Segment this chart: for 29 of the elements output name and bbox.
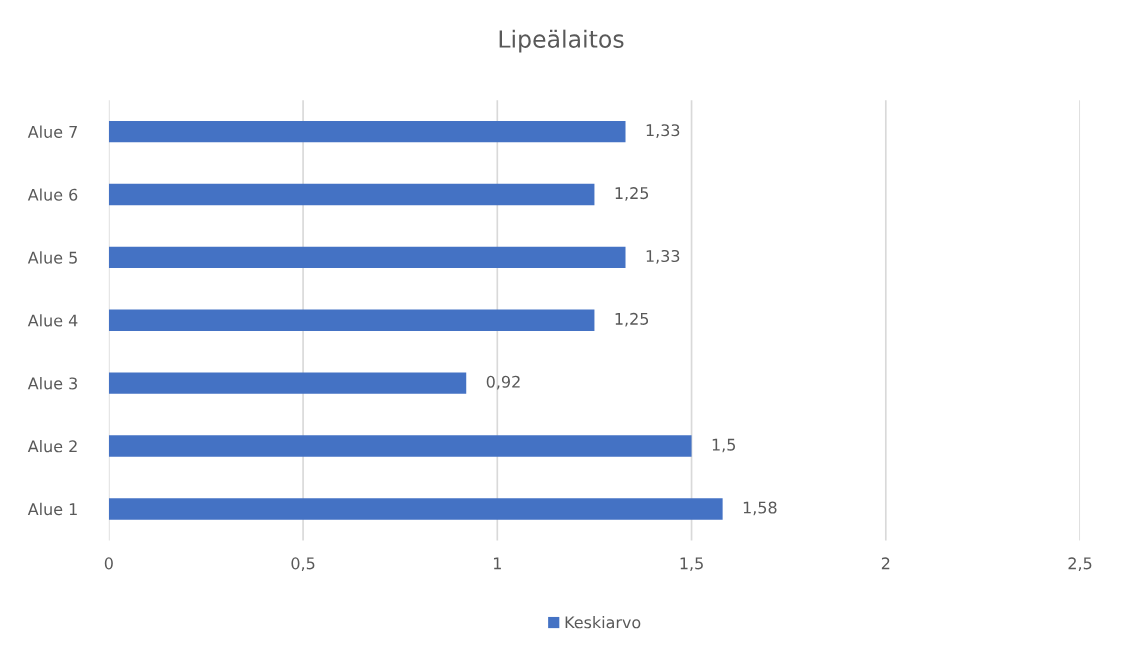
bar [108, 246, 626, 269]
y-tick-label: Alue 7 [27, 125, 77, 138]
x-tick-label: 0,5 [291, 557, 315, 572]
bar [108, 498, 723, 520]
data-label: 1,58 [743, 501, 777, 516]
y-tick-label: Alue 2 [27, 439, 77, 453]
chart-title: Lipeälaitos [499, 29, 624, 53]
bar [108, 372, 467, 394]
data-label: 1,33 [646, 249, 680, 264]
y-tick-label: Alue 1 [27, 502, 77, 516]
x-tick-label: 0 [104, 557, 113, 570]
x-tick-label: 2,5 [1068, 557, 1092, 572]
data-label: 1,25 [615, 187, 649, 201]
bar [108, 435, 692, 457]
x-tick-label: 1,5 [680, 557, 703, 572]
y-tick-label: Alue 6 [27, 188, 78, 201]
bar [108, 309, 595, 331]
data-label: 1,33 [646, 124, 680, 138]
data-label: 1,5 [712, 438, 736, 453]
x-tick-label: 1 [493, 557, 501, 570]
y-tick-label: Alue 4 [27, 314, 78, 327]
legend-label: Keskiarvo [565, 615, 641, 629]
x-tick-label: 2 [881, 557, 890, 570]
data-label: 0,92 [486, 375, 520, 390]
y-tick-label: Alue 5 [27, 251, 77, 264]
bar [108, 120, 626, 143]
y-tick-label: Alue 3 [27, 377, 77, 390]
data-label: 1,25 [615, 312, 649, 327]
bar [108, 183, 595, 206]
